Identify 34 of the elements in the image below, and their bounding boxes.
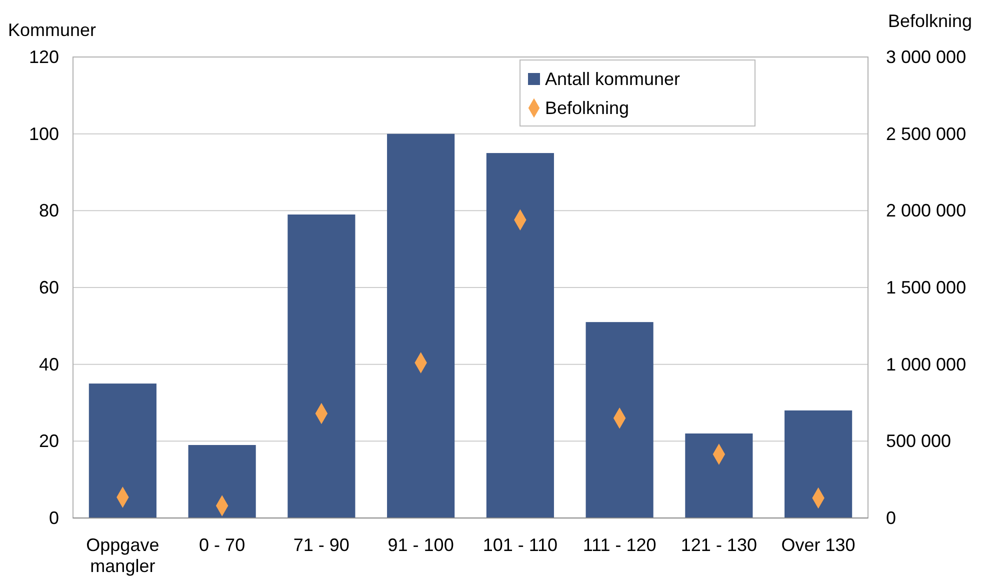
x-tick-label: 111 - 120	[582, 535, 656, 555]
y2-tick-label: 500 000	[886, 431, 952, 452]
y2-tick-label: 2 500 000	[886, 124, 966, 144]
y2-tick-label: 1 500 000	[886, 278, 966, 298]
x-tick-label: Over 130	[781, 535, 856, 555]
x-tick-label: 71 - 90	[293, 535, 350, 555]
y2-tick-label: 2 000 000	[886, 200, 966, 221]
x-tick-label: Oppgave mangler	[86, 535, 160, 576]
y2-tick-label: 1 000 000	[886, 354, 966, 374]
x-tick-label: 121 - 130	[680, 535, 757, 555]
bar	[784, 410, 852, 518]
y-tick-label: 60	[38, 278, 59, 298]
y2-tick-label: 3 000 000	[886, 47, 966, 67]
legend-label: Befolkning	[545, 98, 630, 118]
x-tick-label: 0 - 70	[199, 535, 246, 555]
y-tick-label: 80	[38, 200, 59, 221]
bar	[685, 433, 753, 518]
bar	[88, 384, 156, 518]
y-tick-label: 20	[38, 431, 59, 452]
y-tick-label: 40	[38, 354, 59, 374]
x-tick-label: 101 - 110	[482, 535, 558, 555]
bar	[387, 134, 455, 518]
y-axis-title: Kommuner	[8, 20, 96, 40]
bar	[486, 153, 554, 518]
y-tick-label: 120	[28, 47, 59, 67]
legend-label: Antall kommuner	[545, 69, 680, 89]
x-tick-label: 91 - 100	[388, 535, 454, 555]
y-tick-label: 0	[48, 508, 59, 528]
bar	[288, 214, 356, 518]
y2-tick-label: 0	[886, 508, 896, 528]
y-tick-label: 100	[28, 124, 59, 144]
bar	[586, 322, 654, 518]
bar	[188, 445, 256, 518]
y2-axis-title: Befolkning	[888, 11, 972, 31]
